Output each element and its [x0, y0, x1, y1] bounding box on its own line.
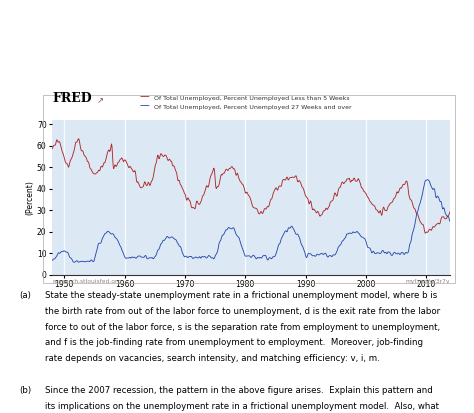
Text: FRED: FRED [52, 93, 92, 105]
Text: (b): (b) [19, 386, 31, 395]
Text: research.stlouisfed.org: research.stlouisfed.org [52, 279, 121, 284]
Text: rate depends on vacancies, search intensity, and matching efficiency: v, i, m.: rate depends on vacancies, search intens… [45, 354, 380, 363]
Text: Of Total Unemployed, Percent Unemployed Less than 5 Weeks: Of Total Unemployed, Percent Unemployed … [154, 96, 350, 101]
Text: the birth rate from out of the labor force to unemployment, d is the exit rate f: the birth rate from out of the labor for… [45, 307, 440, 316]
Text: its implications on the unemployment rate in a frictional unemployment model.  A: its implications on the unemployment rat… [45, 402, 439, 411]
Text: myf.red/g/3r7v: myf.red/g/3r7v [406, 279, 450, 284]
Text: State the steady-state unemployment rate in a frictional unemployment model, whe: State the steady-state unemployment rate… [45, 291, 438, 300]
Text: (a): (a) [19, 291, 31, 300]
Text: —: — [140, 100, 150, 110]
Text: —: — [140, 91, 150, 101]
Text: Since the 2007 recession, the pattern in the above figure arises.  Explain this : Since the 2007 recession, the pattern in… [45, 386, 433, 395]
Text: and f is the job-finding rate from unemployment to employment.  Moreover, job-fi: and f is the job-finding rate from unemp… [45, 338, 423, 347]
Y-axis label: (Percent): (Percent) [25, 180, 34, 215]
Text: force to out of the labor force, s is the separation rate from employment to une: force to out of the labor force, s is th… [45, 323, 440, 332]
Text: ↗: ↗ [97, 96, 104, 105]
Text: Of Total Unemployed, Percent Unemployed 27 Weeks and over: Of Total Unemployed, Percent Unemployed … [154, 105, 352, 110]
